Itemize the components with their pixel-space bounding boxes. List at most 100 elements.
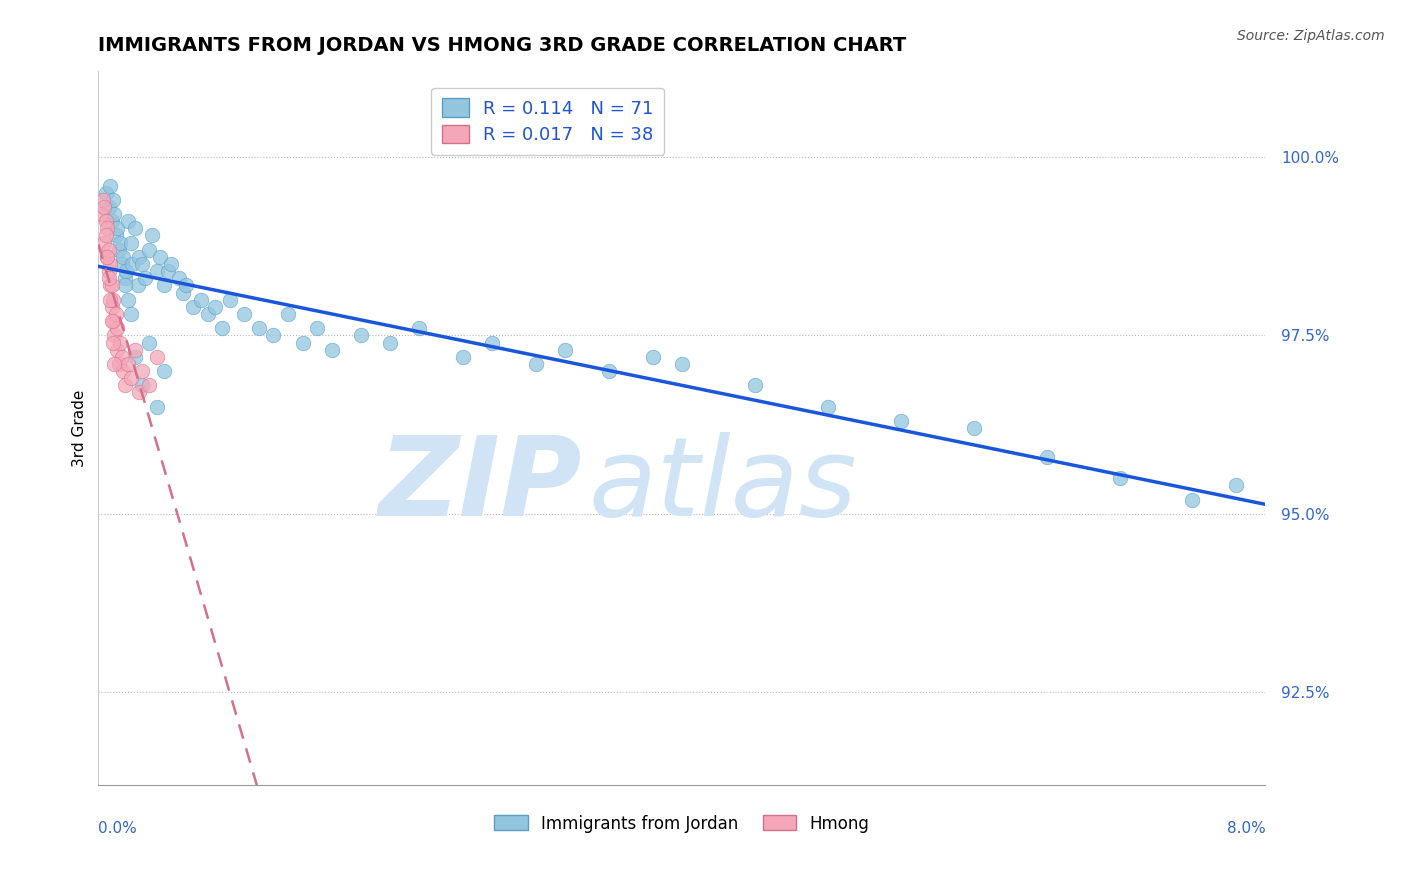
Text: ZIP: ZIP	[380, 432, 582, 539]
Point	[94, 186, 117, 200]
Point	[103, 207, 125, 221]
Point	[138, 335, 160, 350]
Point	[90, 207, 112, 221]
Point	[101, 314, 124, 328]
Point	[138, 378, 160, 392]
Point	[1225, 478, 1247, 492]
Text: 0.0%: 0.0%	[98, 821, 138, 836]
Point	[124, 350, 146, 364]
Point	[121, 257, 143, 271]
Point	[131, 257, 153, 271]
Point	[120, 371, 142, 385]
Point	[115, 264, 138, 278]
Point	[96, 221, 118, 235]
Y-axis label: 3rd Grade: 3rd Grade	[72, 390, 87, 467]
Point	[108, 243, 131, 257]
Point	[190, 293, 212, 307]
Text: IMMIGRANTS FROM JORDAN VS HMONG 3RD GRADE CORRELATION CHART: IMMIGRANTS FROM JORDAN VS HMONG 3RD GRAD…	[98, 36, 907, 54]
Point	[101, 193, 124, 207]
Point	[114, 378, 136, 392]
Point	[97, 243, 120, 257]
Point	[146, 350, 169, 364]
Point	[817, 400, 839, 414]
Point	[93, 200, 115, 214]
Point	[1108, 471, 1130, 485]
Point	[172, 285, 194, 300]
Point	[127, 278, 149, 293]
Point	[524, 357, 547, 371]
Point	[157, 264, 180, 278]
Point	[138, 243, 160, 257]
Point	[124, 343, 146, 357]
Point	[103, 328, 125, 343]
Point	[112, 250, 135, 264]
Point	[117, 357, 139, 371]
Point	[744, 378, 766, 392]
Point	[211, 321, 233, 335]
Point	[131, 378, 153, 392]
Point	[890, 414, 912, 428]
Point	[451, 350, 474, 364]
Point	[98, 257, 121, 271]
Text: 8.0%: 8.0%	[1226, 821, 1265, 836]
Point	[1181, 492, 1204, 507]
Point	[100, 214, 122, 228]
Point	[108, 357, 131, 371]
Point	[598, 364, 620, 378]
Point	[962, 421, 984, 435]
Point	[641, 350, 664, 364]
Point	[350, 328, 373, 343]
Point	[97, 264, 120, 278]
Point	[1035, 450, 1057, 464]
Point	[128, 385, 150, 400]
Point	[149, 250, 172, 264]
Point	[141, 228, 163, 243]
Point	[117, 214, 139, 228]
Point	[204, 300, 226, 314]
Point	[160, 257, 183, 271]
Point	[197, 307, 219, 321]
Point	[101, 293, 124, 307]
Point	[174, 278, 197, 293]
Point	[181, 300, 204, 314]
Point	[94, 228, 117, 243]
Point	[146, 264, 169, 278]
Point	[128, 250, 150, 264]
Point	[98, 278, 121, 293]
Point	[103, 357, 125, 371]
Point	[100, 300, 122, 314]
Point	[408, 321, 430, 335]
Point	[114, 278, 136, 293]
Text: Source: ZipAtlas.com: Source: ZipAtlas.com	[1237, 29, 1385, 43]
Point	[481, 335, 503, 350]
Point	[101, 335, 124, 350]
Point	[218, 293, 240, 307]
Point	[153, 364, 176, 378]
Point	[146, 400, 169, 414]
Point	[167, 271, 190, 285]
Point	[120, 307, 142, 321]
Point	[105, 221, 128, 235]
Point	[131, 364, 153, 378]
Point	[100, 278, 122, 293]
Point	[153, 278, 176, 293]
Point	[134, 271, 156, 285]
Point	[247, 321, 270, 335]
Point	[105, 343, 128, 357]
Legend: Immigrants from Jordan, Hmong: Immigrants from Jordan, Hmong	[486, 806, 877, 841]
Point	[380, 335, 402, 350]
Point	[104, 307, 127, 321]
Point	[307, 321, 329, 335]
Point	[93, 235, 115, 250]
Point	[117, 293, 139, 307]
Point	[100, 314, 122, 328]
Point	[112, 364, 135, 378]
Point	[104, 228, 127, 243]
Point	[671, 357, 693, 371]
Point	[291, 335, 314, 350]
Point	[96, 250, 118, 264]
Point	[98, 178, 121, 193]
Point	[98, 293, 121, 307]
Point	[97, 271, 120, 285]
Point	[91, 193, 114, 207]
